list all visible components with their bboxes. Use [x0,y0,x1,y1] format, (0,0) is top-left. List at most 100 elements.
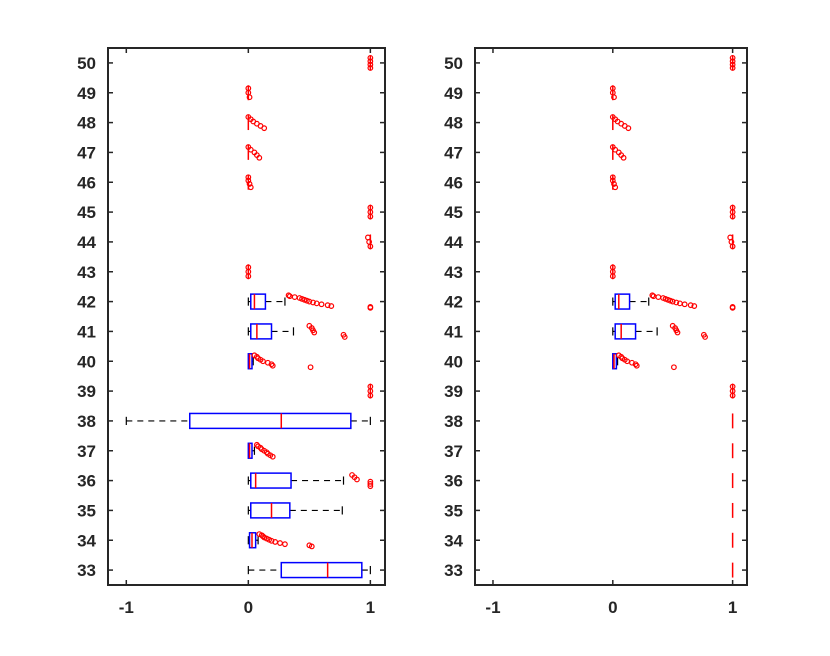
outlier-point [729,304,736,311]
box-43 [609,264,616,280]
outlier-point [673,299,680,306]
outlier-point [354,476,360,483]
outlier-point [367,481,374,487]
y-tick-label: 34 [77,531,96,550]
outlier-point [681,301,688,308]
y-tick-label: 33 [444,561,463,580]
box-50 [729,54,736,71]
box-44 [727,234,736,250]
box-iqr [250,323,273,340]
box-46 [245,174,254,191]
box-45 [729,204,736,220]
outlier-point [341,334,348,340]
y-tick-label: 46 [77,173,96,192]
outlier-point [245,174,252,181]
outlier-point [282,541,288,548]
y-tick-label: 50 [77,54,96,73]
box-iqr [614,323,637,340]
left-panel: -1 0 1 33 34 35 36 37 38 39 40 41 42 43 44 45 46 47 48 49 50 [77,47,386,617]
y-tick-label: 44 [444,233,463,252]
outlier-point [611,94,617,101]
box-49 [245,85,253,101]
outlier-point [261,125,268,132]
outlier-point [246,181,253,187]
outlier-point [308,543,315,550]
outlier-point [318,301,325,308]
outlier-point [367,243,374,250]
y-tick-label: 33 [77,561,96,580]
box-48 [245,114,268,132]
outlier-point [367,58,374,65]
x-tick-label: 1 [728,598,737,617]
box-37 [247,441,276,460]
outlier-point [729,213,736,220]
y-tick-label: 45 [444,203,463,222]
outlier-point [609,273,616,280]
outlier-point [612,146,619,153]
box-39 [729,383,736,399]
x-tick-label: -1 [119,598,134,617]
box-iqr [280,561,363,579]
outlier-point [367,54,374,61]
y-tick-label: 46 [444,173,463,192]
box-47 [245,144,263,161]
axes-frame [107,47,386,586]
box-iqr [614,293,631,310]
y-tick-label: 42 [77,293,96,312]
outlier-point [702,334,708,340]
y-tick-label: 37 [444,442,463,461]
outlier-point [367,61,374,68]
box-47 [609,144,627,161]
outlier-point [260,358,266,365]
outlier-point [625,125,632,132]
outlier-point [729,392,736,399]
outlier-point [729,65,736,71]
outlier-point [311,329,318,336]
box-41 [612,322,708,340]
y-tick-label: 45 [77,203,96,222]
outlier-point [633,362,640,369]
outlier-point [367,304,374,311]
outlier-point [729,243,736,250]
outlier-point [328,303,335,309]
outlier-point [367,392,374,399]
y-tick-label: 38 [77,412,96,431]
outlier-point [256,154,263,161]
y-tick-label: 41 [77,322,96,341]
y-tick-label: 48 [77,114,96,133]
outlier-point [246,94,253,101]
box-48 [609,114,632,132]
box-34 [247,531,315,550]
y-tick-label: 35 [77,501,96,520]
box-35 [247,502,343,519]
box-39 [367,383,374,399]
outlier-point [729,54,736,61]
box-iqr [189,412,352,430]
box-iqr [250,472,292,489]
outlier-point [269,453,276,460]
y-tick-label: 44 [77,233,96,252]
right-panel: -1 0 1 33 34 35 36 37 38 39 40 41 42 43 44 45 46 47 48 49 50 [444,47,748,617]
x-tick-label: -1 [485,598,500,617]
box-45 [367,204,374,220]
box-42 [247,292,374,311]
y-tick-label: 43 [444,263,463,282]
y-tick-label: 43 [77,263,96,282]
y-tick-label: 39 [77,382,96,401]
y-tick-label: 35 [444,501,463,520]
outlier-point [729,61,736,68]
outlier-point [245,177,252,184]
x-tick-label: 1 [366,598,375,617]
outlier-point [324,302,331,309]
outlier-point [367,483,374,490]
y-tick-label: 40 [444,352,463,371]
y-tick-label: 37 [77,442,96,461]
outlier-point [620,154,627,161]
outlier-point [624,358,631,365]
box-40 [247,352,314,371]
box-33 [247,561,371,579]
outlier-point [245,273,252,280]
box-iqr [250,293,267,310]
